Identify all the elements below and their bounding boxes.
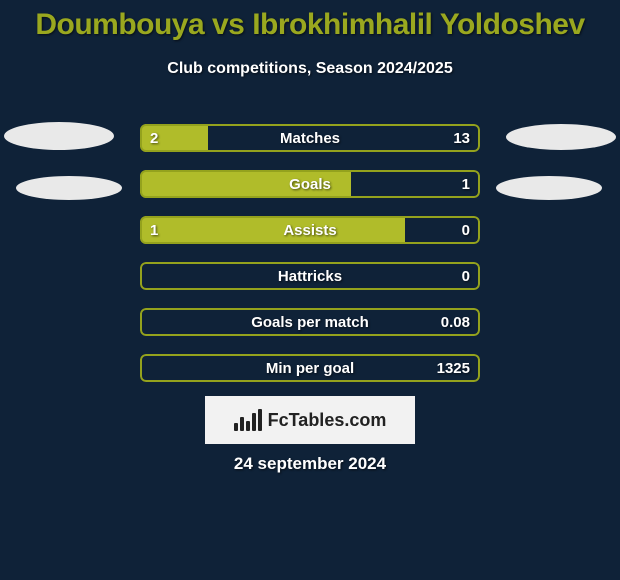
stat-row-min-per-goal: 1325Min per goal: [140, 354, 480, 382]
subtitle: Club competitions, Season 2024/2025: [0, 60, 620, 78]
player-right-photo-1: [506, 124, 616, 150]
stat-row-matches: 213Matches: [140, 124, 480, 152]
player-left-photo-1: [4, 122, 114, 150]
player-left-photo-2: [16, 176, 122, 200]
stat-label: Goals: [140, 170, 480, 198]
stat-row-goals-per-match: 0.08Goals per match: [140, 308, 480, 336]
comparison-infographic: Doumbouya vs Ibrokhimhalil Yoldoshev Clu…: [0, 0, 620, 580]
brand-icon: [234, 409, 262, 431]
brand-name: FcTables.com: [268, 410, 387, 431]
player-right-photo-2: [496, 176, 602, 200]
stats-bars: 213Matches 1Goals 10Assists 0Hattricks 0.08G…: [140, 124, 480, 400]
stat-label: Min per goal: [140, 354, 480, 382]
stat-label: Matches: [140, 124, 480, 152]
page-title: Doumbouya vs Ibrokhimhalil Yoldoshev: [0, 0, 620, 42]
stat-label: Hattricks: [140, 262, 480, 290]
stat-row-goals: 1Goals: [140, 170, 480, 198]
date-label: 24 september 2024: [0, 454, 620, 474]
stat-row-hattricks: 0Hattricks: [140, 262, 480, 290]
brand-badge: FcTables.com: [205, 396, 415, 444]
stat-label: Goals per match: [140, 308, 480, 336]
stat-row-assists: 10Assists: [140, 216, 480, 244]
stat-label: Assists: [140, 216, 480, 244]
